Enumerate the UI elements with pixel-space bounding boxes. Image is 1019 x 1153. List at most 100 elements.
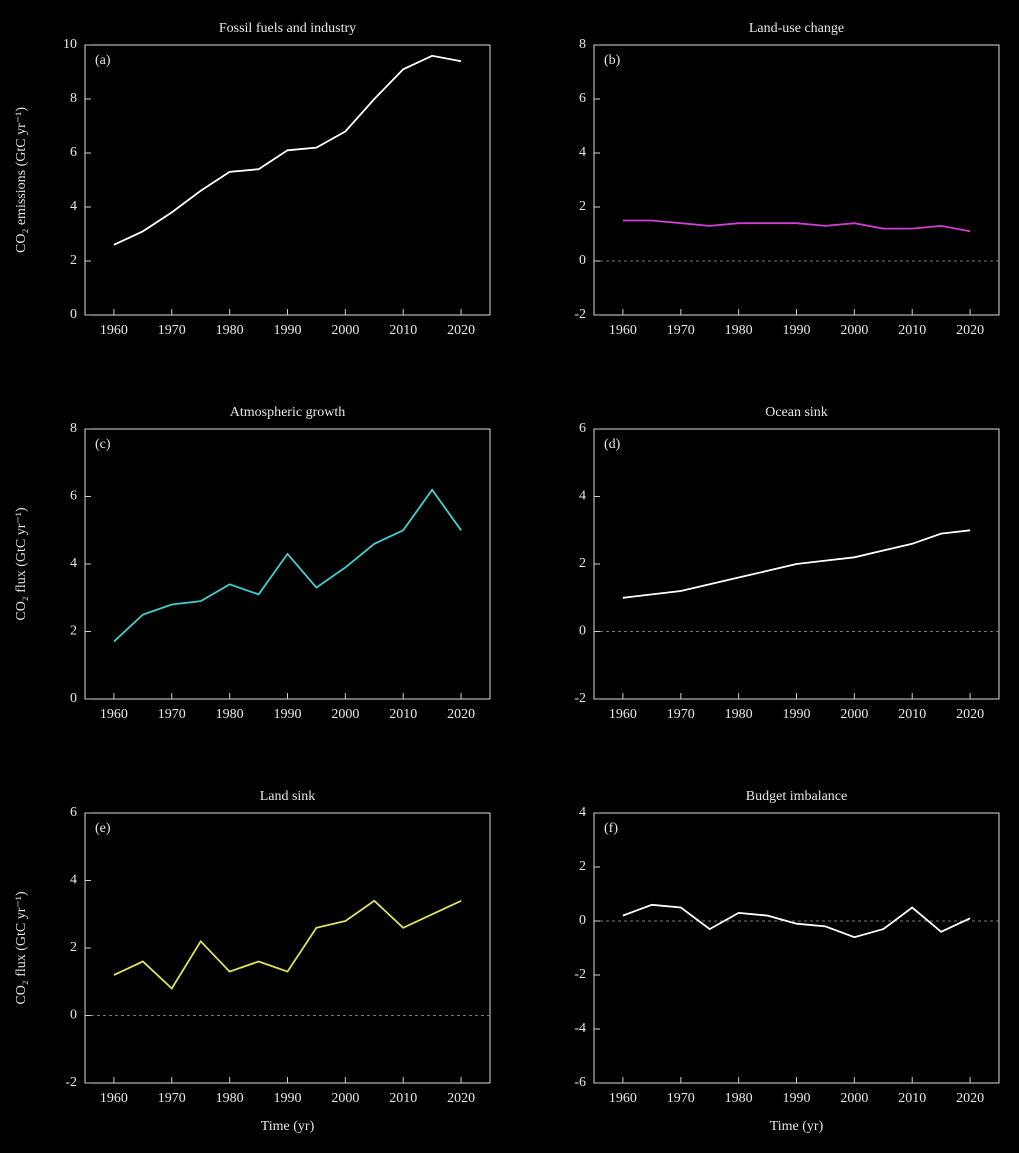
x-tick-label: 1970 [667, 1091, 695, 1106]
panel-title: Budget imbalance [746, 789, 847, 804]
y-tick-label: 4 [579, 145, 586, 160]
panel-title: Fossil fuels and industry [219, 21, 356, 36]
x-tick-label: 1970 [158, 707, 186, 722]
data-line [113, 899, 462, 990]
data-line [622, 219, 971, 233]
x-tick-label: 1980 [725, 1091, 753, 1106]
x-tick-label: 1970 [667, 323, 695, 338]
y-tick-label: -2 [574, 691, 586, 706]
y-tick-label: 10 [63, 37, 77, 52]
y-tick-label: -6 [574, 1075, 586, 1090]
x-tick-label: 1980 [216, 707, 244, 722]
x-tick-label: 1970 [158, 323, 186, 338]
x-tick-label: 1980 [725, 707, 753, 722]
y-tick-label: 4 [579, 489, 586, 504]
x-tick-label: 2000 [840, 707, 868, 722]
y-tick-label: -2 [574, 967, 586, 982]
y-tick-label: 0 [579, 624, 586, 639]
panel-title: Ocean sink [765, 405, 828, 420]
y-tick-label: 4 [579, 805, 586, 820]
x-tick-label: 1990 [783, 1091, 811, 1106]
x-tick-label: 1960 [100, 323, 128, 338]
x-tick-label: 2020 [956, 707, 984, 722]
x-tick-label: 2010 [898, 707, 926, 722]
y-tick-label: 8 [579, 37, 586, 52]
y-tick-label: 6 [70, 489, 77, 504]
y-tick-label: 8 [70, 421, 77, 436]
y-tick-label: 2 [70, 253, 77, 268]
y-tick-label: 4 [70, 199, 77, 214]
x-tick-label: 1970 [158, 1091, 186, 1106]
x-tick-label: 1960 [609, 707, 637, 722]
x-tick-label: 2000 [840, 1091, 868, 1106]
plot-frame [593, 812, 1000, 1084]
y-tick-label: 0 [579, 913, 586, 928]
plot-frame [84, 812, 491, 1084]
x-tick-label: 1990 [783, 323, 811, 338]
y-tick-label: 2 [579, 859, 586, 874]
x-tick-label: 1960 [609, 323, 637, 338]
panel-letter: (d) [604, 437, 621, 452]
y-tick-label: 0 [70, 691, 77, 706]
x-tick-label: 2010 [389, 707, 417, 722]
panel-title: Land-use change [749, 21, 844, 36]
x-axis-label: Time (yr) [770, 1119, 824, 1134]
x-tick-label: 2020 [447, 323, 475, 338]
x-tick-label: 2000 [331, 707, 359, 722]
x-tick-label: 2020 [956, 323, 984, 338]
y-tick-label: 4 [70, 556, 77, 571]
data-line [622, 903, 971, 939]
y-tick-label: 6 [579, 421, 586, 436]
x-tick-label: 2020 [447, 707, 475, 722]
data-line [622, 529, 971, 599]
x-tick-label: 2020 [447, 1091, 475, 1106]
panel-title: Land sink [260, 789, 316, 804]
x-tick-label: 1980 [216, 1091, 244, 1106]
y-tick-label: 8 [70, 91, 77, 106]
panel-letter: (b) [604, 53, 621, 68]
panel-letter: (f) [604, 821, 618, 836]
plot-frame [84, 428, 491, 700]
x-tick-label: 2000 [331, 323, 359, 338]
y-tick-label: 2 [70, 624, 77, 639]
plot-frame [84, 44, 491, 316]
y-tick-label: -2 [65, 1075, 77, 1090]
y-tick-label: 2 [579, 199, 586, 214]
panel-title: Atmospheric growth [230, 405, 345, 420]
x-tick-label: 2010 [898, 1091, 926, 1106]
x-tick-label: 1960 [100, 1091, 128, 1106]
panel-letter: (e) [95, 821, 111, 836]
x-tick-label: 2010 [389, 1091, 417, 1106]
y-tick-label: 2 [579, 556, 586, 571]
x-tick-label: 1980 [725, 323, 753, 338]
x-axis-label: Time (yr) [261, 1119, 315, 1134]
x-tick-label: 2020 [956, 1091, 984, 1106]
x-tick-label: 1970 [667, 707, 695, 722]
x-tick-label: 1990 [274, 707, 302, 722]
x-tick-label: 1990 [274, 323, 302, 338]
y-tick-label: 0 [70, 1008, 77, 1023]
data-line [113, 488, 462, 643]
y-tick-label: 6 [579, 91, 586, 106]
x-tick-label: 2010 [389, 323, 417, 338]
y-tick-label: 0 [579, 253, 586, 268]
data-line [113, 54, 462, 246]
y-axis-label: CO₂ flux (GtC yr⁻¹) [14, 507, 29, 621]
x-tick-label: 1960 [100, 707, 128, 722]
y-tick-label: -2 [574, 307, 586, 322]
y-tick-label: 6 [70, 805, 77, 820]
y-axis-label: CO₂ flux (GtC yr⁻¹) [14, 891, 29, 1005]
y-tick-label: 0 [70, 307, 77, 322]
x-tick-label: 2010 [898, 323, 926, 338]
y-tick-label: 6 [70, 145, 77, 160]
panel-letter: (c) [95, 437, 111, 452]
panel-letter: (a) [95, 53, 111, 68]
x-tick-label: 2000 [840, 323, 868, 338]
x-tick-label: 1980 [216, 323, 244, 338]
x-tick-label: 1960 [609, 1091, 637, 1106]
y-tick-label: 2 [70, 940, 77, 955]
x-tick-label: 2000 [331, 1091, 359, 1106]
y-tick-label: 4 [70, 873, 77, 888]
x-tick-label: 1990 [783, 707, 811, 722]
y-axis-label: CO₂ emissions (GtC yr⁻¹) [14, 107, 29, 253]
